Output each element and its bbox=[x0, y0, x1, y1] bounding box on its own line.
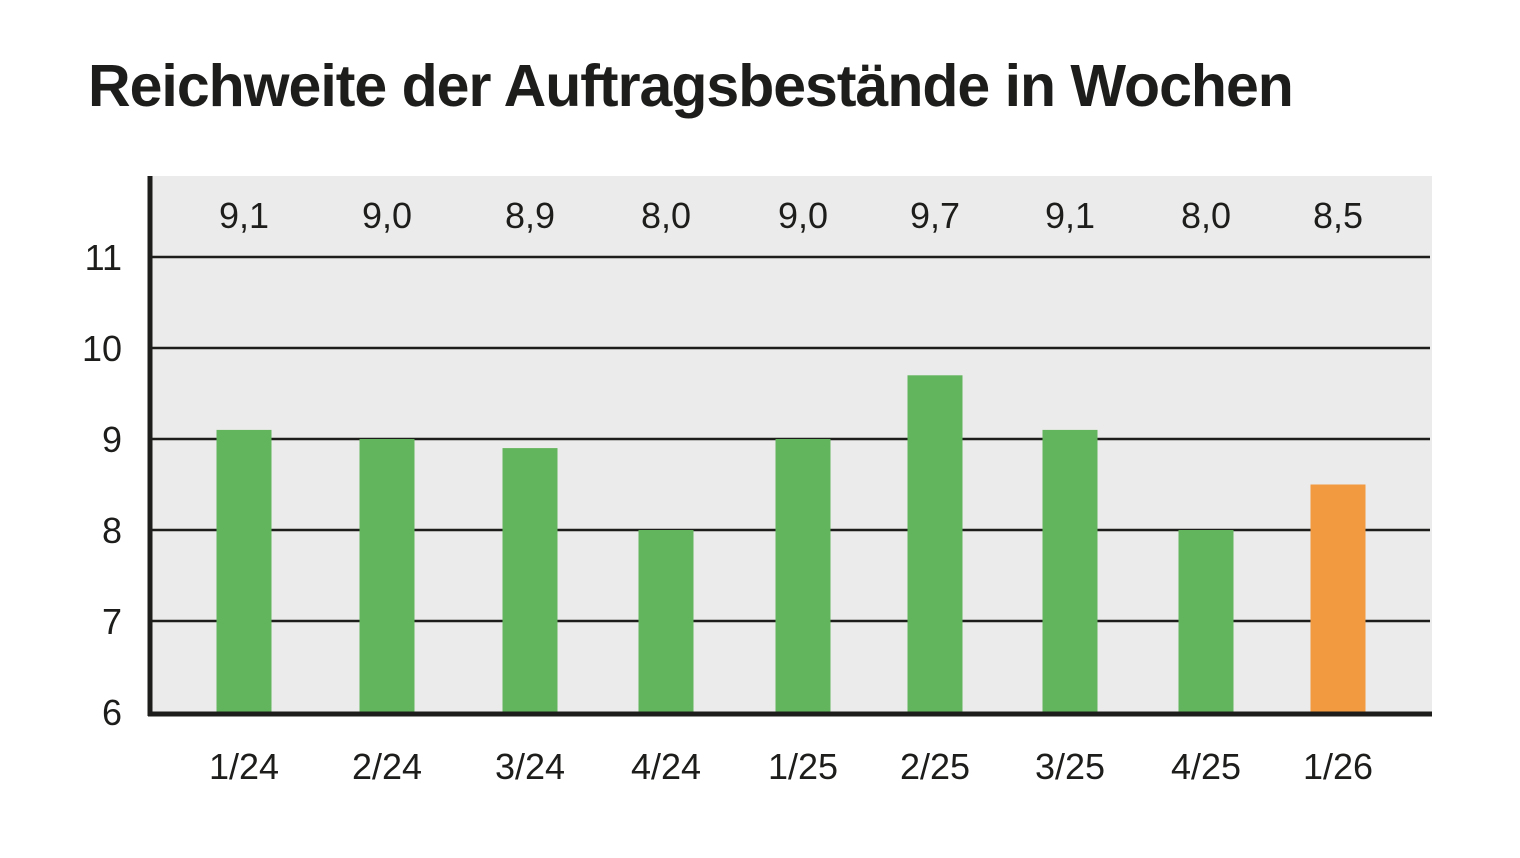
x-tick-label: 3/25 bbox=[1035, 746, 1105, 787]
x-tick-labels: 1/24 2/24 3/24 4/24 1/25 2/25 3/25 4/25 1/26 bbox=[209, 746, 1373, 787]
value-label: 9,7 bbox=[910, 195, 960, 236]
x-tick-label: 1/25 bbox=[768, 746, 838, 787]
y-tick-labels: 6 7 8 9 10 11 bbox=[82, 237, 122, 733]
value-label: 8,0 bbox=[641, 195, 691, 236]
value-label: 9,1 bbox=[219, 195, 269, 236]
y-tick-label: 7 bbox=[102, 601, 122, 642]
chart-title: Reichweite der Auftragsbestände in Woche… bbox=[88, 53, 1294, 119]
y-tick-label: 10 bbox=[82, 328, 122, 369]
bar-2-24 bbox=[359, 439, 415, 712]
x-tick-label: 4/24 bbox=[631, 746, 701, 787]
value-label: 8,9 bbox=[505, 195, 555, 236]
value-label: 8,5 bbox=[1313, 195, 1363, 236]
bar-1-25 bbox=[775, 439, 831, 712]
bar-3-24 bbox=[502, 448, 558, 712]
value-label: 8,0 bbox=[1181, 195, 1231, 236]
y-tick-label: 11 bbox=[85, 237, 122, 278]
bar-4-24 bbox=[638, 530, 694, 712]
value-label: 9,0 bbox=[362, 195, 412, 236]
x-tick-label: 4/25 bbox=[1171, 746, 1241, 787]
bar-2-25 bbox=[907, 375, 963, 712]
y-tick-label: 6 bbox=[102, 692, 122, 733]
x-tick-label: 1/24 bbox=[209, 746, 279, 787]
bar-4-25 bbox=[1178, 530, 1234, 712]
bar-1-24 bbox=[216, 429, 272, 712]
bar-1-26 bbox=[1310, 484, 1366, 712]
x-tick-label: 1/26 bbox=[1303, 746, 1373, 787]
y-tick-label: 9 bbox=[102, 419, 122, 460]
x-tick-label: 2/25 bbox=[900, 746, 970, 787]
value-labels: 9,1 9,0 8,9 8,0 9,0 9,7 9,1 8,0 8,5 bbox=[219, 195, 1363, 236]
x-tick-label: 3/24 bbox=[495, 746, 565, 787]
value-label: 9,0 bbox=[778, 195, 828, 236]
y-tick-label: 8 bbox=[102, 510, 122, 551]
bar-3-25 bbox=[1042, 429, 1098, 712]
value-label: 9,1 bbox=[1045, 195, 1095, 236]
bars bbox=[216, 375, 1366, 712]
x-tick-label: 2/24 bbox=[352, 746, 422, 787]
